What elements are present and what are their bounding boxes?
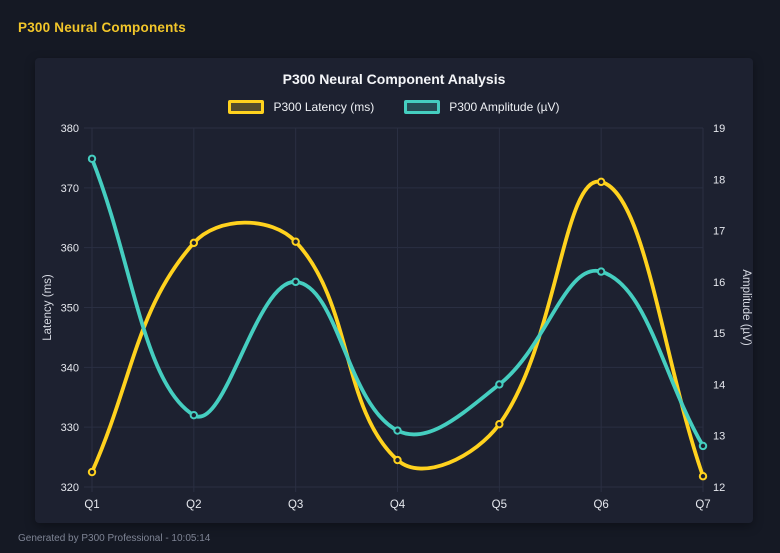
latency-point (87, 467, 97, 477)
chart-legend: P300 Latency (ms) P300 Amplitude (µV) (35, 100, 753, 114)
latency-point (596, 177, 606, 187)
amplitude-point (596, 267, 606, 276)
y-axis-tick-right: 15 (713, 328, 725, 340)
latency-point (393, 455, 402, 465)
latency-point (698, 472, 708, 481)
y-axis-tick-left: 370 (61, 183, 79, 195)
legend-item-latency[interactable]: P300 Latency (ms) (228, 100, 374, 114)
legend-item-amplitude[interactable]: P300 Amplitude (µV) (404, 100, 560, 114)
footer-status: Generated by P300 Professional - 10:05:1… (18, 533, 211, 544)
y-axis-tick-right: 13 (713, 431, 725, 443)
x-axis-tick: Q2 (186, 499, 201, 511)
y-axis-title-right: Amplitude (µV) (740, 269, 752, 345)
y-axis-tick-left: 380 (61, 123, 79, 135)
y-axis-tick-right: 19 (713, 123, 725, 135)
x-axis-tick: Q1 (84, 499, 99, 511)
latency-point (189, 238, 199, 248)
x-axis-tick: Q6 (593, 499, 608, 511)
y-axis-tick-left: 360 (61, 243, 79, 255)
x-axis-tick: Q5 (492, 499, 507, 511)
legend-swatch-icon (404, 100, 441, 114)
y-axis-tick-right: 16 (713, 277, 725, 289)
latency-point (291, 237, 300, 246)
y-axis-tick-right: 12 (713, 482, 725, 494)
amplitude-point (189, 411, 199, 420)
y-axis-tick-right: 17 (713, 226, 725, 238)
y-axis-tick-right: 14 (713, 379, 725, 391)
legend-label: P300 Latency (ms) (273, 100, 375, 114)
y-axis-tick-left: 350 (61, 303, 79, 315)
chart-title: P300 Neural Component Analysis (282, 71, 506, 87)
y-axis-tick-left: 340 (61, 362, 79, 374)
y-axis-tick-right: 18 (713, 174, 725, 186)
legend-swatch-icon (228, 100, 265, 114)
chart-card: P300 Neural Component Analysis P300 Late… (35, 58, 753, 523)
amplitude-point (291, 277, 300, 287)
amplitude-point (495, 380, 504, 389)
amplitude-point (393, 426, 402, 435)
x-axis-tick: Q7 (695, 499, 710, 511)
x-axis-tick: Q4 (390, 499, 406, 511)
legend-label: P300 Amplitude (µV) (449, 100, 560, 114)
amplitude-point (87, 154, 97, 163)
page-title: P300 Neural Components (18, 20, 186, 35)
y-axis-tick-left: 320 (61, 482, 79, 494)
latency-point (495, 419, 504, 429)
x-axis-tick: Q3 (288, 499, 303, 511)
amplitude-point (698, 441, 708, 451)
y-axis-title-left: Latency (ms) (42, 274, 54, 341)
y-axis-tick-left: 330 (61, 422, 79, 434)
